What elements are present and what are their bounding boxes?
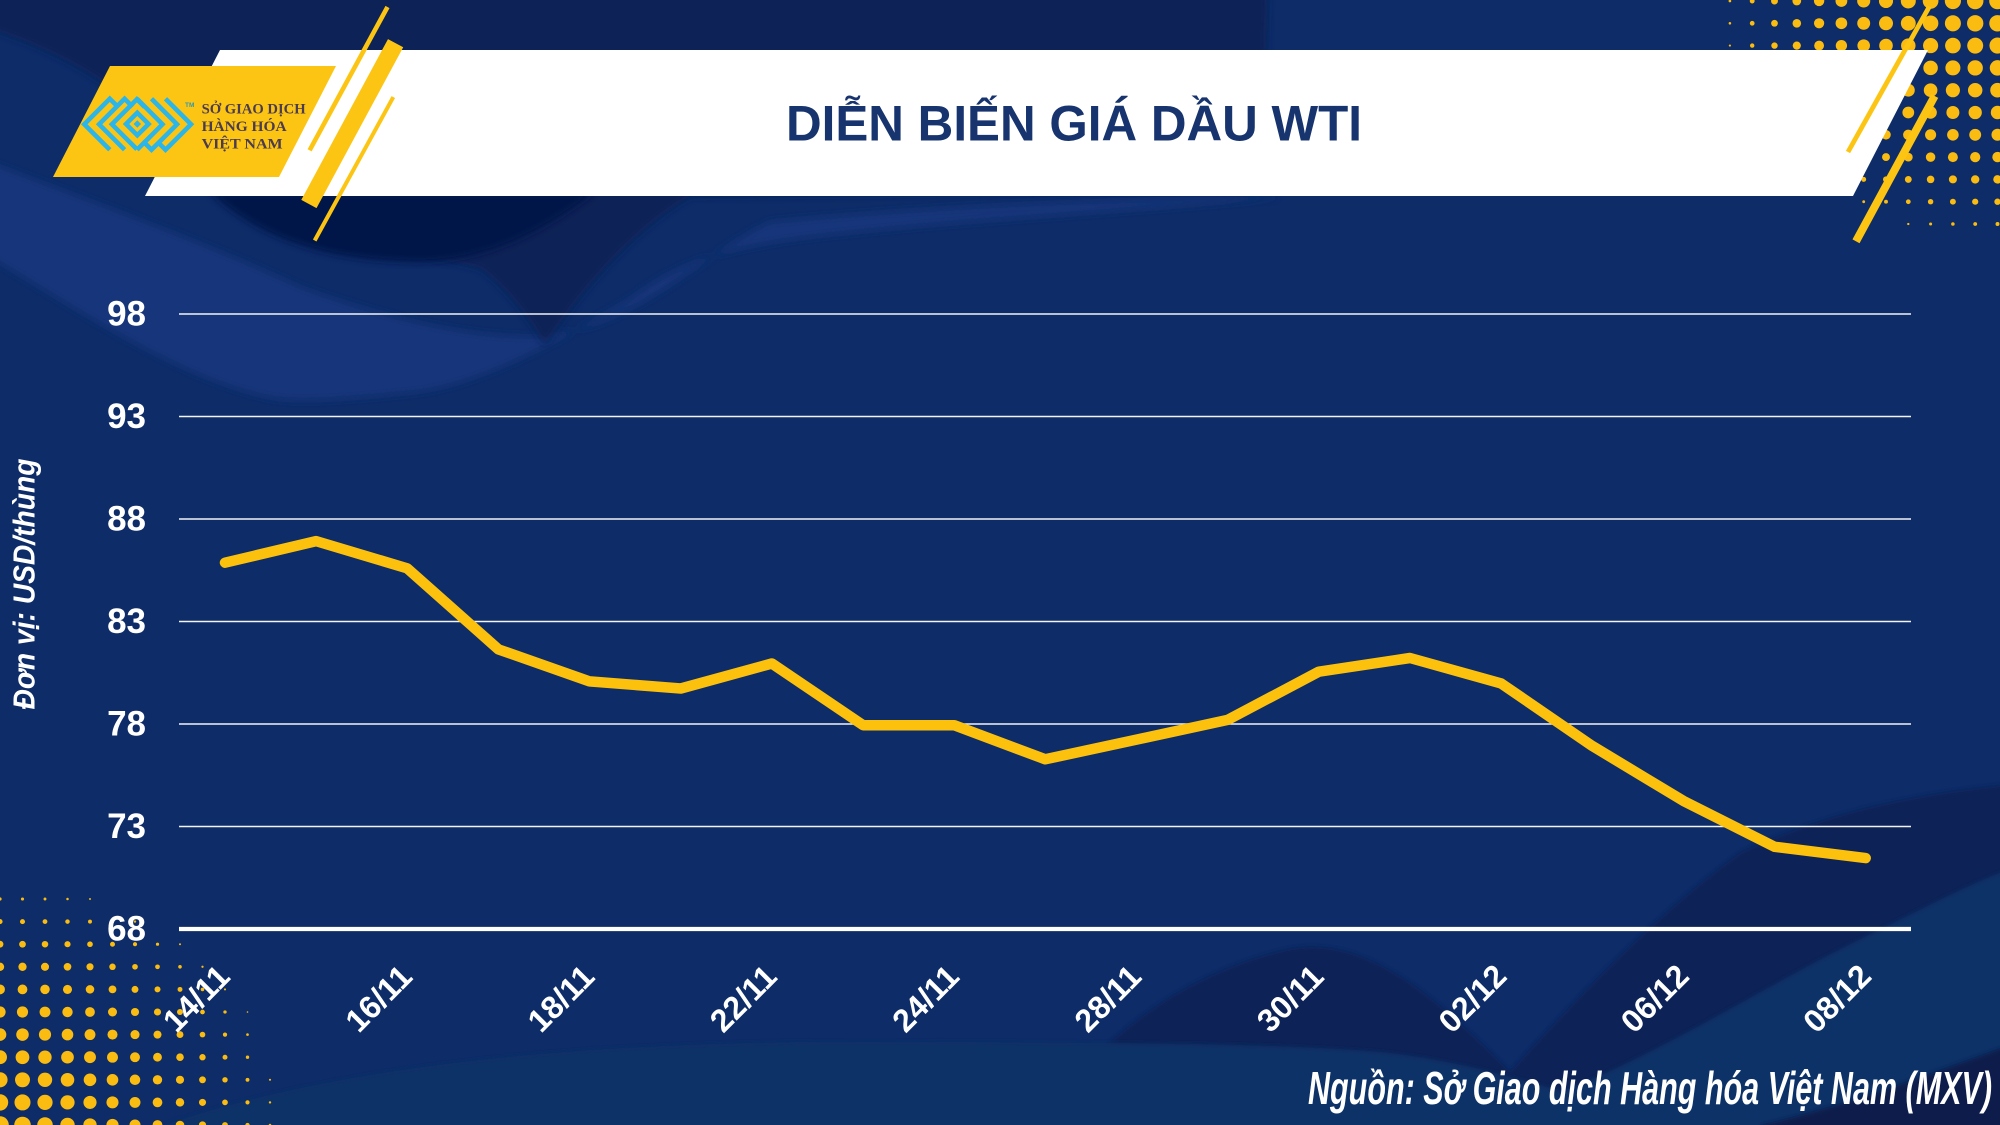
- svg-text:SỞ GIAO DỊCH: SỞ GIAO DỊCH: [202, 101, 306, 118]
- svg-text:VIỆT NAM: VIỆT NAM: [202, 136, 283, 153]
- svg-text:83: 83: [107, 602, 146, 641]
- svg-text:68: 68: [107, 910, 146, 949]
- svg-text:73: 73: [107, 807, 146, 846]
- svg-text:98: 98: [107, 295, 146, 334]
- svg-text:93: 93: [107, 397, 146, 436]
- svg-text:78: 78: [107, 705, 146, 744]
- svg-text:Nguồn: Sở Giao dịch Hàng hóa V: Nguồn: Sở Giao dịch Hàng hóa Việt Nam (M…: [1308, 1062, 1992, 1114]
- svg-text:Đơn vị: USD/thùng: Đơn vị: USD/thùng: [7, 458, 42, 709]
- svg-text:DIỄN BIẾN GIÁ DẦU WTI: DIỄN BIẾN GIÁ DẦU WTI: [786, 95, 1362, 152]
- svg-text:TM: TM: [185, 102, 194, 109]
- svg-text:88: 88: [107, 500, 146, 539]
- svg-text:HÀNG HÓA: HÀNG HÓA: [202, 118, 288, 135]
